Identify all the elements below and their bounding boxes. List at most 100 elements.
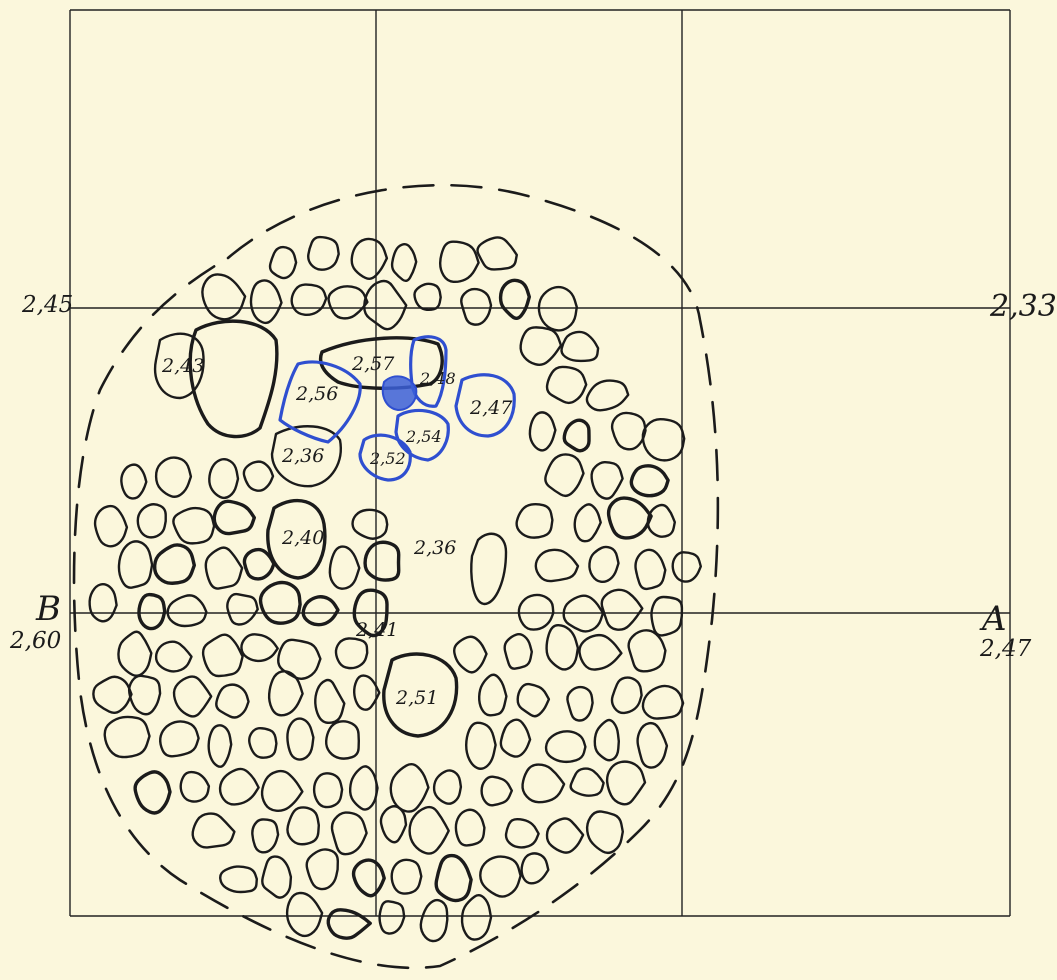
stone (172, 675, 213, 718)
stone (544, 730, 587, 764)
stone (133, 770, 172, 815)
stone (504, 817, 540, 849)
stone (498, 278, 531, 321)
stone (363, 540, 401, 582)
stone (389, 762, 430, 813)
stone (334, 637, 369, 670)
stone-label-248: 2,48 (419, 369, 456, 388)
stone-large-slab (188, 319, 279, 439)
stone (650, 595, 684, 637)
stone (499, 718, 532, 758)
stone (515, 503, 554, 539)
stone (201, 633, 244, 678)
blue-filled-stone (381, 375, 418, 412)
stone (641, 684, 685, 720)
stone (545, 624, 580, 671)
stone (201, 273, 247, 321)
stone (352, 588, 389, 638)
stone-label-257: 2,57 (351, 353, 395, 375)
stone-236-center (470, 532, 508, 606)
stone (249, 279, 283, 325)
stone (286, 717, 315, 761)
stone (314, 678, 346, 725)
stone (480, 775, 513, 807)
stone (578, 633, 623, 671)
stone (251, 818, 280, 854)
stone (352, 674, 381, 711)
stone (413, 282, 442, 311)
stone (534, 548, 580, 583)
stone (606, 496, 653, 540)
stone (267, 670, 304, 717)
stone (460, 287, 493, 326)
stone (159, 720, 200, 758)
stone (520, 852, 550, 885)
stone (260, 769, 304, 812)
stone (590, 460, 624, 500)
stone (277, 638, 322, 680)
stone (379, 805, 408, 844)
stone (479, 855, 522, 898)
stone-248 (409, 335, 448, 408)
stone (438, 240, 480, 284)
stone (503, 633, 533, 670)
stone (103, 715, 151, 759)
stone (585, 379, 630, 412)
stone (453, 635, 488, 674)
stone (537, 285, 578, 332)
stone (560, 330, 600, 363)
stone (519, 326, 563, 366)
stone (350, 237, 389, 280)
stone (92, 675, 133, 714)
stone (636, 721, 669, 769)
stone-247 (454, 373, 516, 438)
edge-letter-a: A (979, 599, 1007, 639)
stone (477, 673, 508, 717)
stone (627, 629, 667, 673)
stone (517, 593, 555, 631)
stone (544, 453, 585, 498)
stone (641, 418, 686, 462)
stone-label-236-center: 2,36 (413, 537, 456, 559)
stone-label-243: 2,43 (161, 355, 204, 377)
stone (351, 858, 386, 898)
stone-label-251: 2,51 (395, 687, 438, 709)
stone (573, 503, 602, 543)
stone (545, 817, 585, 854)
stone (610, 676, 643, 715)
edge-label-top-left: 2,45 (21, 292, 73, 318)
stone (327, 285, 369, 320)
stone (88, 583, 118, 623)
stone-label-247: 2,47 (469, 397, 513, 419)
stone (208, 457, 240, 500)
stone (207, 724, 233, 768)
stone-256 (278, 360, 362, 444)
stone (363, 279, 408, 331)
stone-label-256: 2,56 (295, 383, 338, 405)
stone (330, 811, 368, 856)
stone (301, 595, 340, 627)
stone-236-left (270, 425, 342, 488)
stone (460, 894, 493, 941)
stone (610, 411, 647, 451)
stone-257 (318, 336, 444, 390)
stone-field (88, 235, 702, 943)
stone (585, 810, 624, 855)
stone (242, 460, 275, 492)
stone (476, 236, 518, 271)
stone (204, 546, 244, 590)
stone (226, 592, 259, 626)
stone (248, 727, 278, 759)
stone (120, 463, 148, 500)
stone (191, 812, 236, 849)
stone-251 (382, 652, 459, 738)
stone (307, 235, 340, 271)
stone (212, 499, 256, 536)
stone (419, 898, 449, 943)
stone (545, 365, 588, 405)
stone (324, 720, 360, 760)
stone (240, 633, 279, 663)
stone (454, 808, 486, 847)
stone (215, 683, 250, 719)
stone-label-254: 2,54 (405, 427, 442, 446)
